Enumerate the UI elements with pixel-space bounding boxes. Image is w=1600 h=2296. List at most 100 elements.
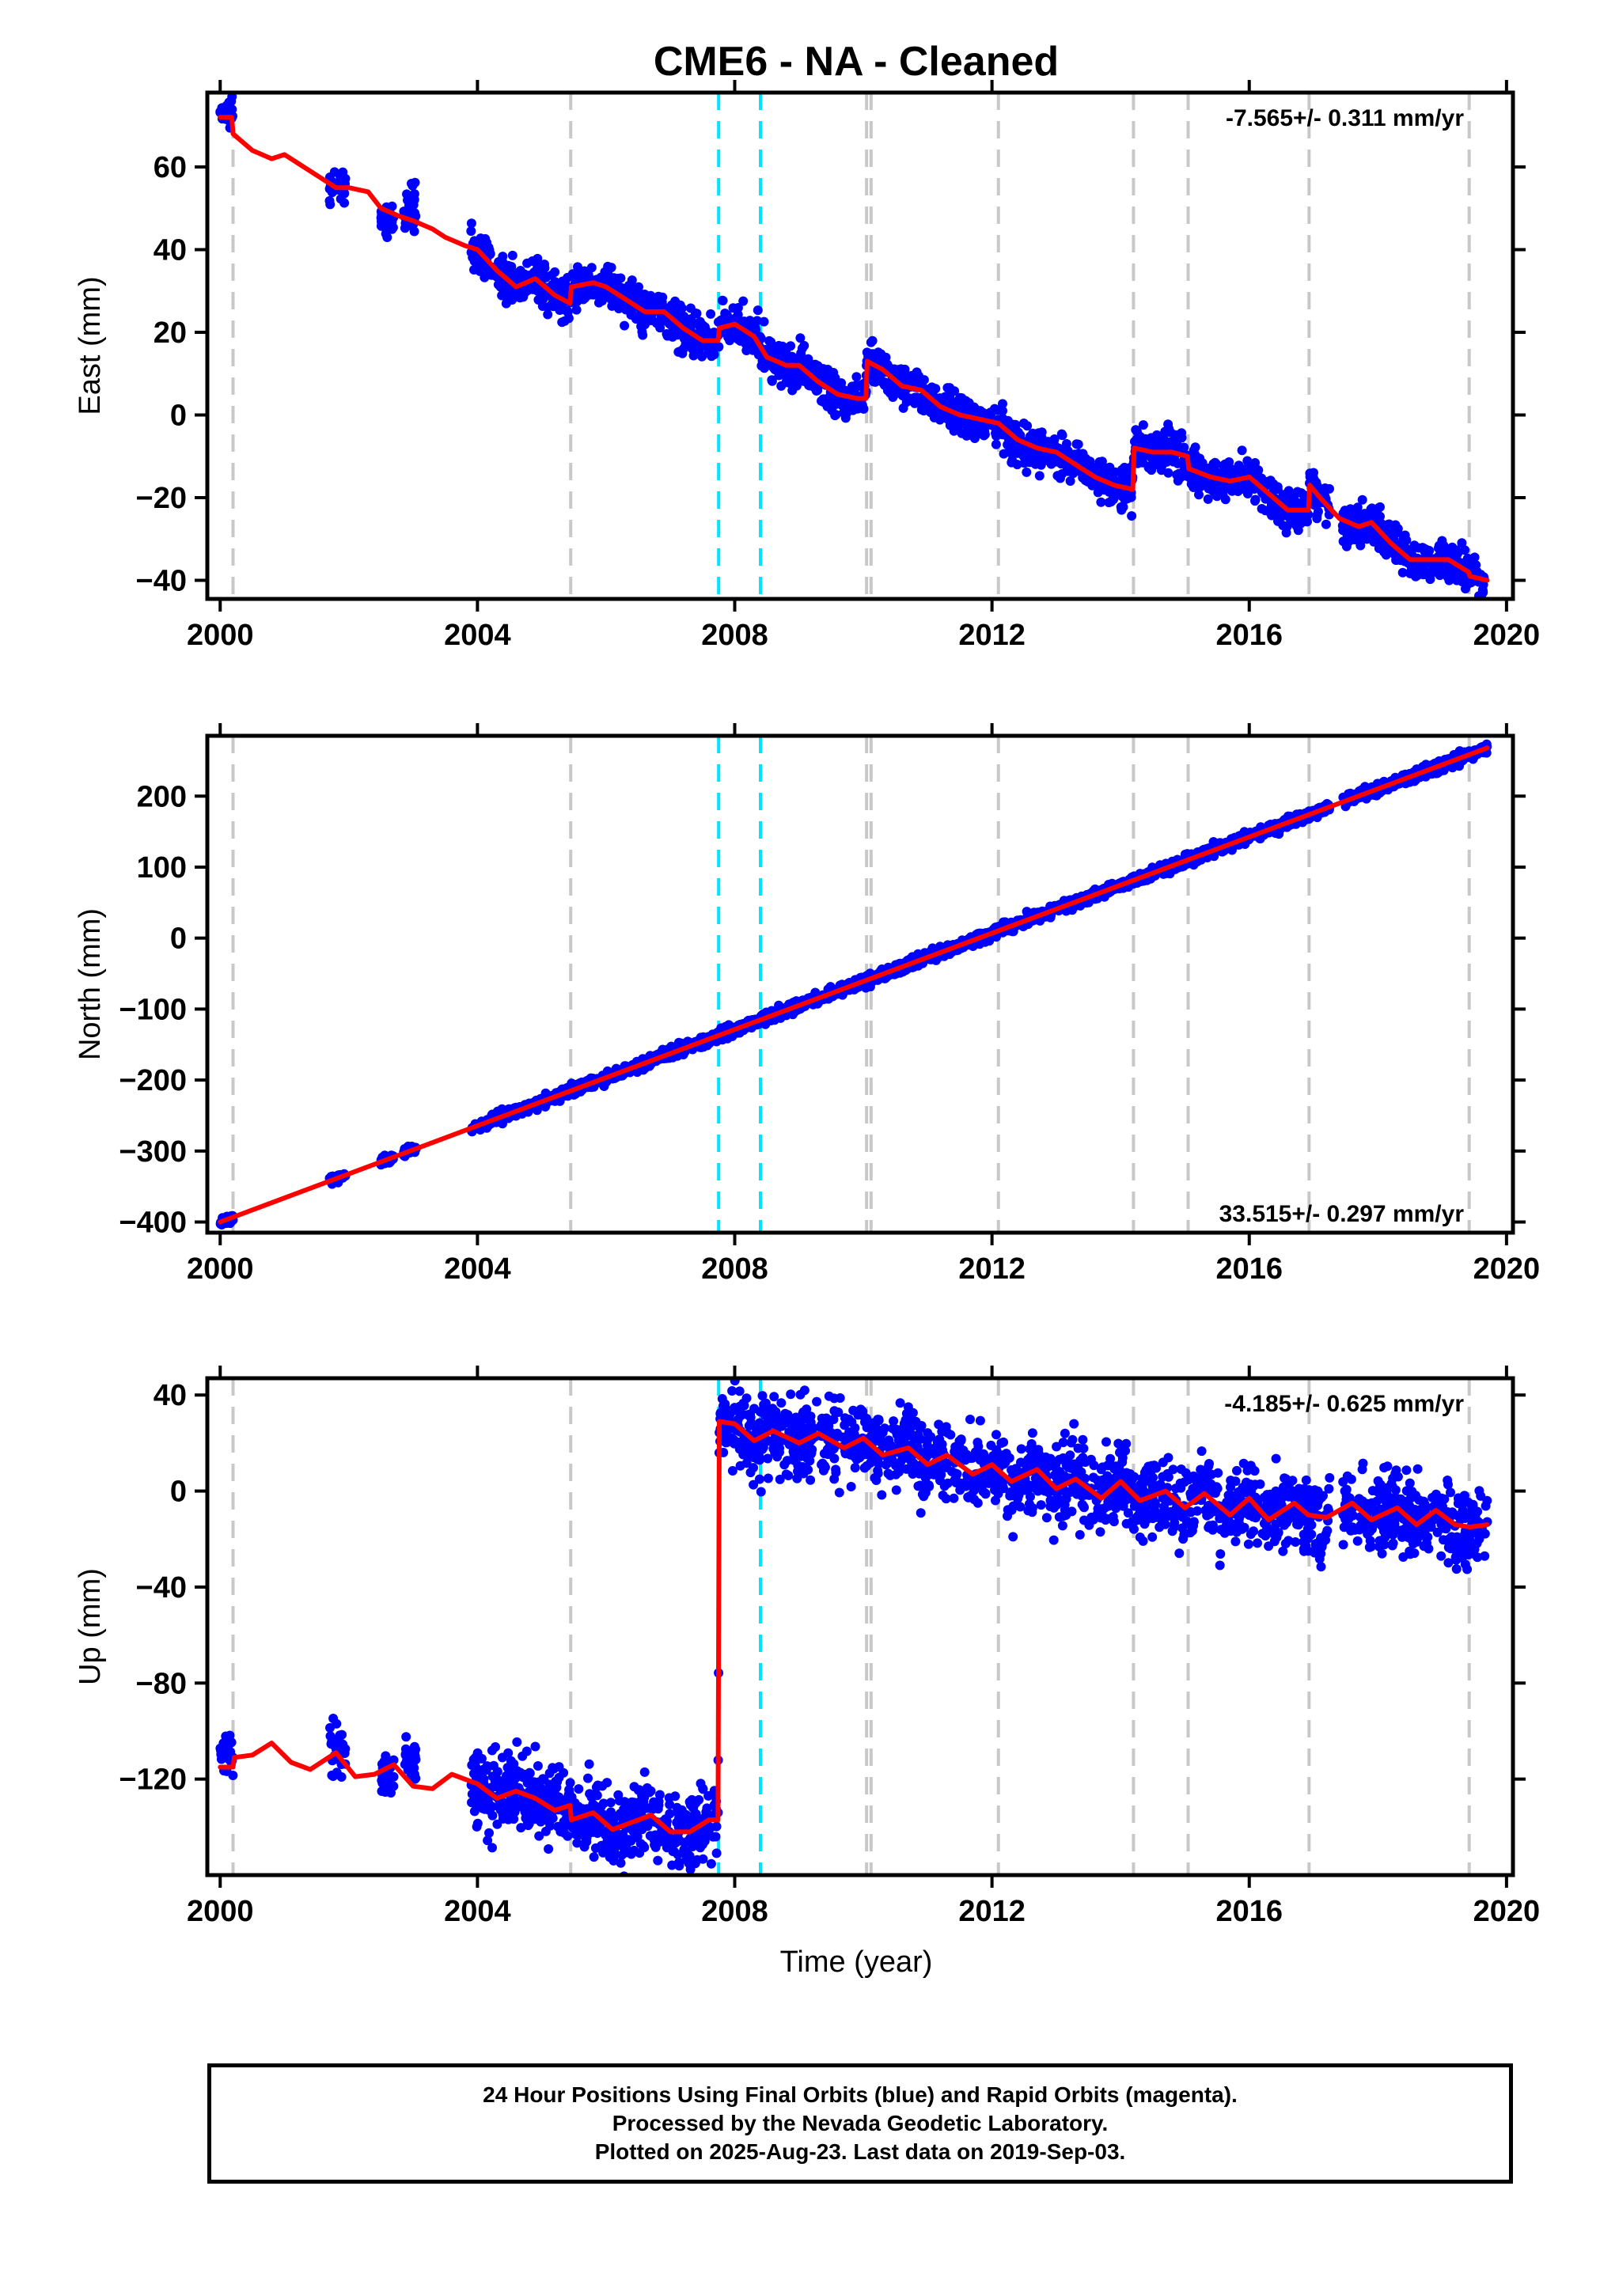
data-point: [795, 333, 806, 343]
y-tick-label: −40: [136, 564, 187, 597]
data-point: [217, 103, 227, 113]
data-point: [1055, 457, 1065, 468]
data-point: [1032, 453, 1042, 464]
data-point: [1008, 419, 1018, 430]
data-point: [1292, 487, 1302, 497]
data-point: [1390, 520, 1401, 530]
y-tick-label: 60: [154, 151, 187, 184]
data-point: [1138, 420, 1148, 430]
data-point: [1160, 438, 1170, 449]
data-point: [1250, 496, 1260, 506]
x-tick-label: 2020: [1473, 619, 1541, 652]
data-point: [386, 223, 396, 233]
data-point: [533, 265, 544, 275]
data-point: [1246, 467, 1257, 477]
data-point: [1341, 525, 1351, 536]
data-point: [953, 402, 963, 412]
data-point: [767, 375, 777, 385]
data-point: [900, 369, 911, 380]
data-point: [336, 173, 346, 184]
data-point: [466, 218, 476, 229]
data-point: [1156, 465, 1166, 475]
data-point: [866, 368, 877, 378]
model-fit-line: [218, 115, 1490, 583]
data-point: [1463, 579, 1473, 589]
data-point: [1302, 517, 1312, 527]
data-point: [753, 305, 763, 316]
data-point: [1265, 475, 1276, 486]
data-point: [787, 385, 798, 396]
data-point: [1223, 460, 1233, 471]
data-point: [1261, 506, 1271, 516]
y-tick-label: 40: [154, 234, 187, 267]
data-point: [951, 422, 961, 432]
data-point: [1275, 510, 1285, 521]
data-point: [1114, 488, 1124, 498]
data-point: [891, 385, 901, 396]
data-point: [1108, 471, 1118, 481]
data-point: [1203, 494, 1213, 504]
data-point: [776, 381, 787, 391]
data-point: [1018, 444, 1027, 454]
data-point: [399, 206, 409, 217]
y-tick-label: −20: [136, 482, 187, 515]
data-point: [558, 305, 568, 315]
data-point: [507, 250, 518, 260]
data-point: [741, 316, 751, 327]
data-point: [1063, 445, 1073, 456]
data-point: [808, 364, 818, 374]
x-tick-label: 2004: [444, 619, 511, 652]
data-point: [1412, 570, 1423, 581]
data-point: [1313, 506, 1323, 517]
data-point: [1457, 538, 1467, 548]
data-point: [500, 290, 510, 300]
data-point: [1163, 419, 1173, 430]
data-point: [606, 263, 616, 273]
data-point: [540, 271, 551, 282]
data-point: [851, 372, 862, 382]
data-point: [1365, 529, 1375, 540]
data-point: [407, 201, 417, 211]
x-tick-label: 2008: [701, 619, 768, 652]
data-point: [1375, 502, 1385, 512]
data-point: [1357, 494, 1367, 505]
data-point: [774, 370, 784, 381]
data-point: [1170, 430, 1181, 440]
data-point: [1344, 533, 1355, 544]
data-point: [1025, 431, 1035, 441]
data-point: [540, 1088, 551, 1098]
data-point: [1219, 468, 1229, 478]
data-point: [650, 297, 661, 308]
data-point: [1196, 482, 1205, 492]
data-point: [631, 283, 642, 294]
panel-frame-east: [205, 90, 1515, 601]
data-point: [575, 267, 586, 278]
data-point: [1098, 484, 1108, 494]
data-point: [1189, 445, 1199, 456]
data-point: [1022, 907, 1032, 917]
data-point: [691, 341, 701, 351]
data-point: [597, 273, 608, 283]
data-point: [964, 419, 974, 430]
panel-north: 2000 2004 2008 2012 2016 2020−400−300−200−100…: [74, 723, 1540, 1286]
data-point: [1286, 515, 1296, 525]
data-point: [1478, 586, 1488, 597]
data-point: [480, 233, 491, 244]
data-point: [1397, 567, 1408, 578]
data-point: [510, 272, 520, 282]
plot-area-east: [215, 93, 1490, 599]
data-point: [1412, 562, 1422, 572]
data-point: [825, 982, 836, 992]
data-point: [829, 378, 839, 388]
data-point: [1233, 487, 1243, 496]
data-point: [927, 382, 937, 392]
x-tick-label: 2012: [958, 619, 1026, 652]
data-point: [980, 430, 990, 440]
data-point: [1240, 479, 1250, 490]
data-point: [1382, 544, 1393, 554]
data-point: [998, 399, 1007, 409]
data-point: [387, 201, 397, 211]
data-point: [829, 396, 840, 407]
data-point: [799, 340, 809, 350]
